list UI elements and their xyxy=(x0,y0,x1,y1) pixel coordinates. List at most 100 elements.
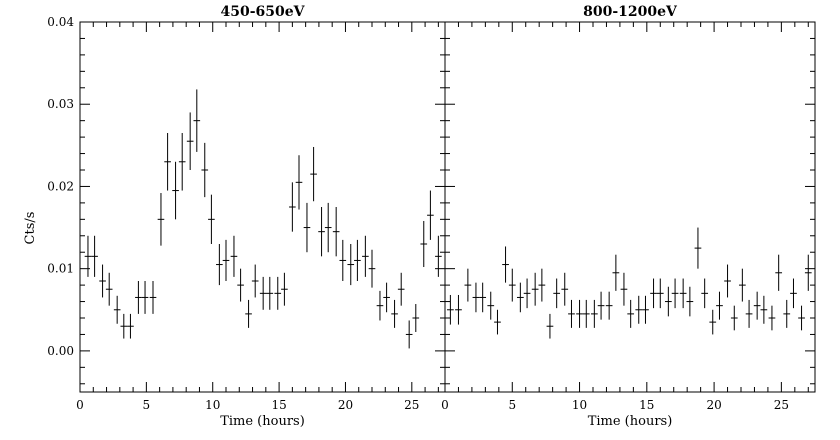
data-point xyxy=(724,264,731,298)
plot-frame xyxy=(79,21,446,393)
data-point xyxy=(694,227,702,269)
data-point xyxy=(435,235,442,277)
data-point xyxy=(266,276,274,310)
y-axis-title: Cts/s xyxy=(23,212,38,245)
data-point xyxy=(397,272,405,306)
data-point xyxy=(149,281,157,314)
data-point xyxy=(193,89,201,152)
data-point xyxy=(172,161,179,220)
data-point xyxy=(768,305,776,331)
data-point xyxy=(120,313,128,339)
panel-title: 800-1200eV xyxy=(583,4,678,20)
data-point xyxy=(354,239,361,281)
data-point xyxy=(516,282,524,313)
data-point xyxy=(383,282,390,313)
data-point xyxy=(760,295,768,324)
x-tick-label: 0 xyxy=(441,398,449,412)
data-point xyxy=(99,264,106,298)
data-point xyxy=(627,299,635,328)
data-point xyxy=(455,294,462,325)
data-point xyxy=(135,281,142,314)
data-point xyxy=(664,286,672,317)
data-point xyxy=(157,193,165,246)
data-point xyxy=(546,313,554,339)
data-point xyxy=(523,278,531,309)
data-point xyxy=(105,272,113,306)
data-point xyxy=(730,305,738,331)
data-point xyxy=(590,299,598,328)
data-point xyxy=(405,320,413,349)
data-point xyxy=(487,291,495,320)
panel-left: 450-650eV 0 5 10 15 20 25 0.00 0.01 0.02 0.03 0.04 T… xyxy=(47,4,446,429)
data-point xyxy=(508,268,516,302)
data-point xyxy=(464,268,472,302)
y-tick-label: 0.00 xyxy=(47,344,74,358)
y-tick-label: 0.02 xyxy=(47,179,74,193)
data-point xyxy=(427,190,434,240)
data-point xyxy=(347,244,355,286)
x-tick-label: 25 xyxy=(404,398,419,412)
data-point xyxy=(216,244,223,286)
y-tick-label: 0.01 xyxy=(47,262,74,276)
data-point xyxy=(650,278,657,309)
x-tick-label: 0 xyxy=(76,398,84,412)
plot-frame xyxy=(444,21,816,393)
data-point xyxy=(237,268,244,302)
data-point xyxy=(208,194,215,244)
data-point xyxy=(531,272,539,306)
x-axis-title: Time (hours) xyxy=(220,414,305,429)
data-point xyxy=(635,295,643,324)
x-tick-label: 15 xyxy=(639,398,654,412)
data-point xyxy=(324,202,332,253)
data-point xyxy=(642,295,649,324)
data-point xyxy=(738,268,746,302)
panel-title: 450-650eV xyxy=(220,4,305,20)
data-point xyxy=(447,294,454,325)
data-point xyxy=(201,142,209,198)
x-tick-label: 10 xyxy=(205,398,220,412)
x-tick-label: 10 xyxy=(572,398,587,412)
data-point xyxy=(576,299,583,328)
data-point xyxy=(597,291,605,320)
data-point xyxy=(775,254,783,291)
data-point xyxy=(494,309,501,335)
data-point xyxy=(303,202,311,253)
data-point xyxy=(362,235,369,277)
data-point xyxy=(656,278,664,309)
data-point xyxy=(274,276,282,310)
data-point xyxy=(612,254,620,291)
data-point xyxy=(332,207,340,257)
data-point xyxy=(472,282,480,313)
data-point xyxy=(716,291,723,320)
x-tick-label: 20 xyxy=(338,398,353,412)
data-point xyxy=(701,278,709,309)
data-point xyxy=(538,268,546,302)
data-point xyxy=(620,272,628,306)
data-point xyxy=(376,290,384,321)
y-tick-label: 0.03 xyxy=(47,97,74,111)
data-point xyxy=(391,299,398,328)
data-point xyxy=(798,305,805,331)
data-point xyxy=(186,112,194,170)
data-point xyxy=(178,133,186,191)
x-tick-label: 15 xyxy=(271,398,286,412)
x-axis-title: Time (hours) xyxy=(588,414,673,429)
y-tick-label: 0.04 xyxy=(47,15,74,29)
data-point xyxy=(251,264,259,298)
data-point xyxy=(141,281,149,314)
data-point xyxy=(582,299,590,328)
data-point xyxy=(561,272,569,306)
data-point xyxy=(164,133,171,191)
data-point xyxy=(289,182,296,232)
data-point xyxy=(318,207,325,257)
data-point xyxy=(281,272,288,306)
data-point xyxy=(679,278,687,309)
data-point xyxy=(783,299,791,328)
data-point xyxy=(310,146,317,202)
x-tick-label: 5 xyxy=(508,398,516,412)
x-tick-label: 25 xyxy=(774,398,789,412)
data-point xyxy=(368,249,376,288)
data-point xyxy=(113,295,121,324)
data-point xyxy=(790,278,797,309)
